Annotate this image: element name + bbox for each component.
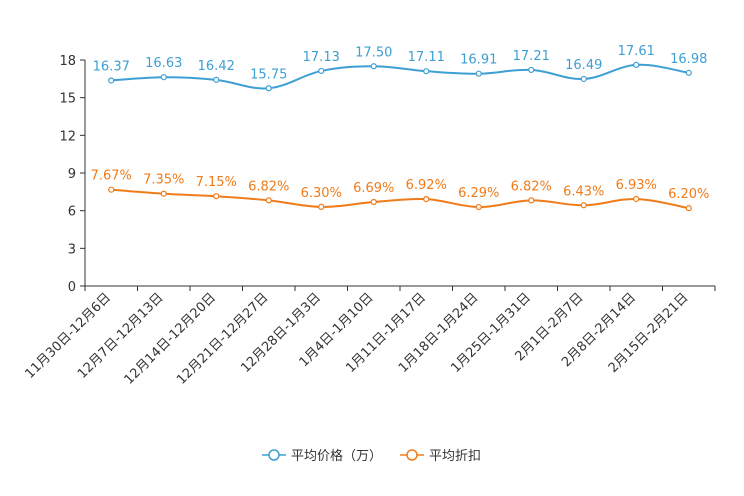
data-point <box>685 69 692 76</box>
data-label: 16.49 <box>565 58 602 73</box>
y-tick-label: 18 <box>59 54 76 69</box>
y-tick-label: 9 <box>68 167 76 182</box>
data-label: 6.69% <box>353 181 394 196</box>
data-point <box>633 61 640 68</box>
data-point <box>160 190 167 197</box>
x-tick-label: 12月14日-12月20日 <box>122 290 219 387</box>
data-point <box>318 203 325 210</box>
data-point <box>265 85 272 92</box>
data-label: 7.67% <box>91 169 132 184</box>
data-point <box>633 195 640 203</box>
data-label: 6.20% <box>668 187 709 202</box>
data-point <box>685 205 692 212</box>
data-label: 17.13 <box>303 50 340 65</box>
series-line <box>111 188 689 210</box>
data-label: 16.91 <box>460 53 497 68</box>
data-point <box>213 76 220 83</box>
series-2: 7.67% 7.35% 7.15% 6.82% 6.30% 6.69% 6.92% 6.29%… <box>91 169 709 212</box>
data-label: 17.50 <box>355 45 392 60</box>
data-label: 6.82% <box>511 179 552 194</box>
data-label: 6.43% <box>563 184 604 199</box>
data-label: 17.11 <box>408 50 445 65</box>
data-point <box>528 66 535 74</box>
series-1: 16.37 16.63 16.42 15.75 17.13 17.50 17.11 16.91… <box>93 44 707 92</box>
data-label: 16.42 <box>198 59 235 74</box>
axes: 036912151811月30日-12月6日12月7日-12月13日12月14日… <box>22 54 716 388</box>
legend: 平均价格（万） 平均折扣 <box>262 448 481 464</box>
data-point <box>475 203 482 211</box>
data-point <box>370 63 377 70</box>
x-tick-label: 11月30日-12月6日 <box>22 290 114 382</box>
data-point <box>528 197 535 204</box>
data-label: 6.29% <box>458 186 499 201</box>
legend-label: 平均价格（万） <box>291 448 382 464</box>
legend-label: 平均折扣 <box>429 449 481 464</box>
data-point <box>370 198 377 206</box>
legend-item-2[interactable]: 平均折扣 <box>400 449 481 464</box>
data-label: 6.93% <box>616 178 657 193</box>
data-point <box>580 75 587 83</box>
series-line <box>111 63 689 90</box>
data-point <box>160 74 167 81</box>
data-point <box>213 193 220 200</box>
y-tick-label: 15 <box>59 92 76 107</box>
data-label: 16.63 <box>145 56 182 71</box>
data-label: 6.30% <box>301 186 342 201</box>
legend-circle-icon <box>268 449 280 461</box>
y-tick-label: 0 <box>68 280 76 295</box>
x-tick-label: 12月21日-12月27日 <box>174 290 271 387</box>
data-label: 6.92% <box>406 178 447 193</box>
data-point <box>265 197 272 204</box>
data-label: 6.82% <box>248 179 289 194</box>
legend-item-1[interactable]: 平均价格（万） <box>262 448 382 464</box>
data-point <box>108 186 115 193</box>
data-label: 7.35% <box>143 173 184 188</box>
data-point <box>318 67 325 75</box>
data-label: 17.61 <box>618 44 655 59</box>
series-layer: 16.37 16.63 16.42 15.75 17.13 17.50 17.11 16.91… <box>91 44 709 212</box>
data-point <box>108 77 115 84</box>
data-label: 16.37 <box>93 59 130 74</box>
data-label: 16.98 <box>670 52 707 67</box>
y-tick-label: 3 <box>68 242 76 257</box>
legend-circle-icon <box>406 449 418 461</box>
data-label: 7.15% <box>196 175 237 190</box>
y-tick-label: 6 <box>68 205 76 220</box>
y-tick-label: 12 <box>59 129 76 144</box>
data-point <box>580 202 587 209</box>
data-label: 15.75 <box>250 67 287 82</box>
data-point <box>423 196 430 203</box>
data-point <box>423 68 430 75</box>
data-label: 17.21 <box>513 49 550 64</box>
data-point <box>475 70 482 77</box>
